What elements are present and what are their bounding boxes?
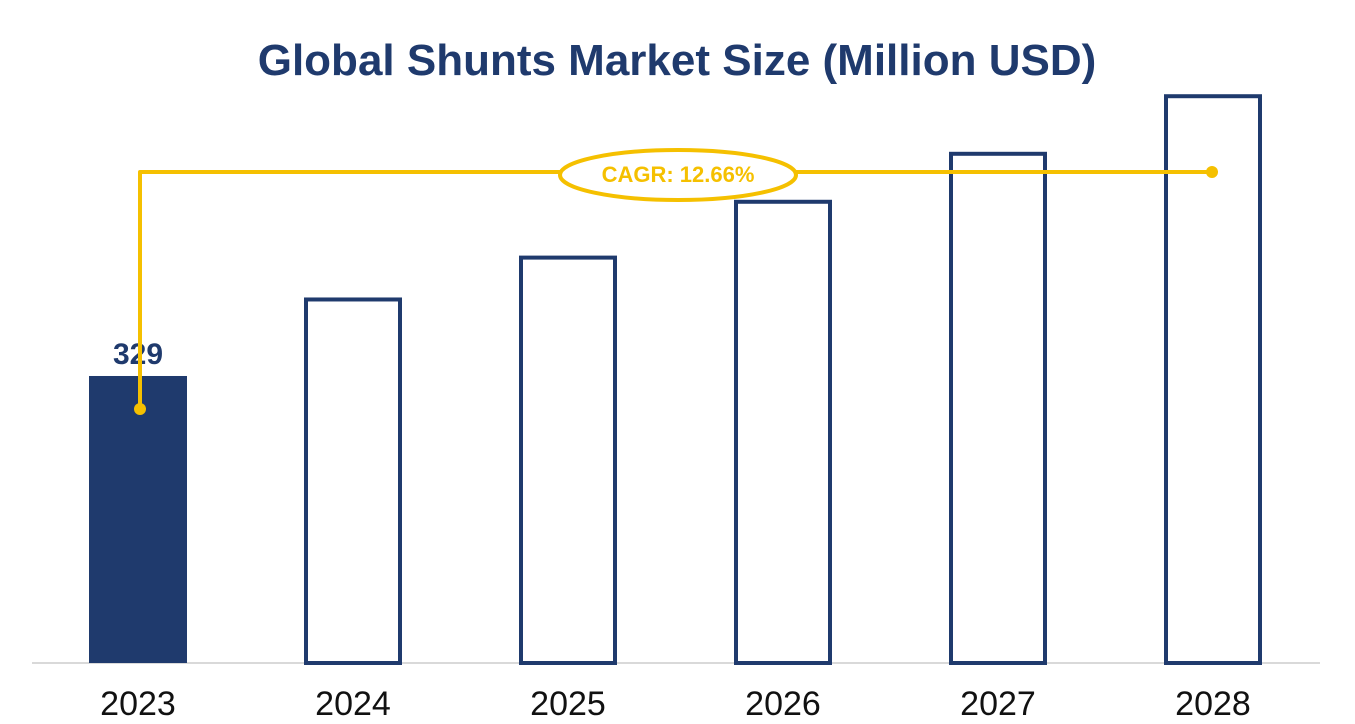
bar-2025 — [519, 255, 617, 665]
cagr-label: CAGR: 12.66% — [602, 162, 755, 187]
bar-2024 — [304, 297, 402, 665]
bar-2027 — [949, 151, 1047, 665]
cagr-badge — [558, 148, 798, 202]
x-tick-label-2026: 2026 — [745, 685, 821, 723]
bar-2023 — [89, 375, 187, 663]
cagr-annotation: CAGR: 12.66% — [134, 148, 1218, 415]
x-tick-label-2025: 2025 — [530, 685, 606, 723]
bar-2028 — [1164, 94, 1262, 666]
bars-group — [89, 94, 1262, 666]
cagr-end-dot — [1206, 166, 1218, 178]
cagr-connector-line — [138, 170, 1212, 409]
x-tick-label-2023: 2023 — [100, 685, 176, 723]
x-tick-label-2028: 2028 — [1175, 685, 1251, 723]
x-tick-label-2024: 2024 — [315, 685, 391, 723]
x-tick-labels-group: 2023 2024 2025 2026 2027 2028 — [100, 685, 1251, 723]
x-tick-label-2027: 2027 — [960, 685, 1036, 723]
bar-2026 — [734, 199, 832, 665]
cagr-start-dot — [134, 403, 146, 415]
chart-title: Global Shunts Market Size (Million USD) — [258, 36, 1097, 85]
